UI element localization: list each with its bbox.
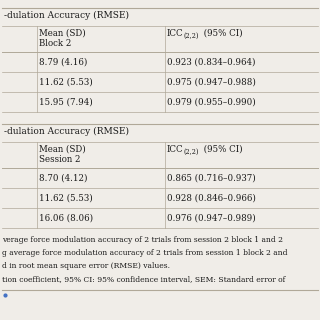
Text: (95% CI): (95% CI): [201, 145, 243, 154]
Text: 0.975 (0.947–0.988): 0.975 (0.947–0.988): [167, 77, 256, 86]
Text: 8.70 (4.12): 8.70 (4.12): [39, 173, 87, 182]
Text: 0.928 (0.846–0.966): 0.928 (0.846–0.966): [167, 194, 256, 203]
Text: -dulation Accuracy (RMSE): -dulation Accuracy (RMSE): [4, 127, 129, 136]
Text: 0.865 (0.716–0.937): 0.865 (0.716–0.937): [167, 173, 256, 182]
Text: ICC: ICC: [167, 145, 184, 154]
Text: g average force modulation accuracy of 2 trials from session 1 block 2 and: g average force modulation accuracy of 2…: [2, 249, 287, 257]
Text: tion coefficient, 95% CI: 95% confidence interval, SEM: Standard error of: tion coefficient, 95% CI: 95% confidence…: [2, 275, 285, 283]
Text: 11.62 (5.53): 11.62 (5.53): [39, 77, 93, 86]
Text: Block 2: Block 2: [39, 39, 71, 48]
Text: (95% CI): (95% CI): [201, 29, 243, 38]
Text: Mean (SD): Mean (SD): [39, 145, 86, 154]
Text: Mean (SD): Mean (SD): [39, 29, 86, 38]
Text: (2,2): (2,2): [183, 32, 198, 40]
Text: 15.95 (7.94): 15.95 (7.94): [39, 98, 93, 107]
Text: 16.06 (8.06): 16.06 (8.06): [39, 213, 93, 222]
Text: 0.976 (0.947–0.989): 0.976 (0.947–0.989): [167, 213, 256, 222]
Text: 8.79 (4.16): 8.79 (4.16): [39, 58, 87, 67]
Text: 0.979 (0.955–0.990): 0.979 (0.955–0.990): [167, 98, 256, 107]
Text: d in root mean square error (RMSE) values.: d in root mean square error (RMSE) value…: [2, 262, 170, 270]
Text: Session 2: Session 2: [39, 155, 81, 164]
Text: -dulation Accuracy (RMSE): -dulation Accuracy (RMSE): [4, 11, 129, 20]
Text: verage force modulation accuracy of 2 trials from session 2 block 1 and 2: verage force modulation accuracy of 2 tr…: [2, 236, 283, 244]
Text: ICC: ICC: [167, 29, 184, 38]
Text: (2,2): (2,2): [183, 148, 198, 156]
Text: 0.923 (0.834–0.964): 0.923 (0.834–0.964): [167, 58, 255, 67]
Text: 11.62 (5.53): 11.62 (5.53): [39, 194, 93, 203]
